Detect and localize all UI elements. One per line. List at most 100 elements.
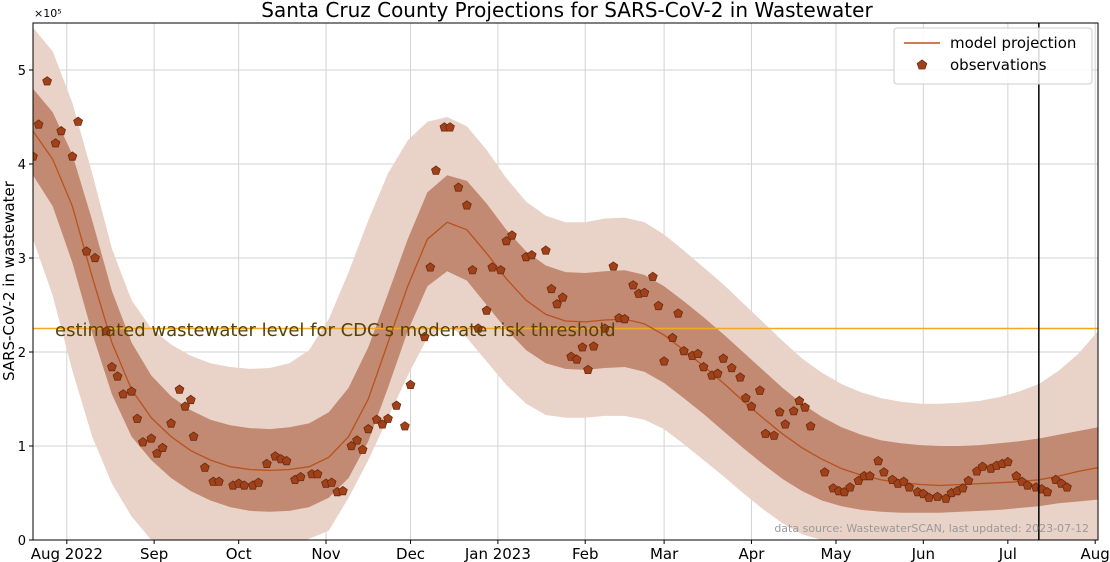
observation-point [740,393,751,403]
observation-point [425,262,436,272]
observation-point [262,458,272,469]
observation-point [667,332,678,343]
observation-point [295,471,306,482]
observation-point [628,280,638,290]
observation-point [405,379,416,390]
observation-point [112,371,123,381]
observation-point [546,283,557,294]
observation-point [253,477,264,487]
x-tick-label: Jun [911,545,935,562]
observation-point [185,394,196,405]
observation-point [126,386,137,396]
observation-point [326,477,337,487]
observation-point [338,486,348,496]
source-note: data source: WastewaterSCAN, last update… [774,522,1089,535]
observation-point [138,437,148,447]
observation-point [453,182,464,192]
observation-point [391,400,402,410]
observation-point [755,385,765,395]
observation-point [67,151,78,161]
x-tick-label: Jan 2023 [464,545,531,562]
observation-point [188,431,199,441]
model-projection-line [33,130,1098,487]
observation-point [800,402,810,412]
legend-label-observations: observations [950,56,1047,74]
observation-point [146,433,157,443]
x-tick-label: Feb [572,545,599,562]
observation-point [693,348,703,359]
x-tick-label: Mar [650,545,679,562]
x-tick-label: Nov [311,545,340,562]
observation-point [819,467,830,477]
observation-point [90,252,100,263]
x-axis-ticks: Aug 2022 Sep Oct Nov Dec Jan 2023 Feb Mar Apr May… [31,540,1110,562]
observation-markers [33,76,1072,503]
observation-point [371,414,382,424]
observation-point [174,384,185,394]
observation-point [42,76,52,86]
observation-point [118,389,128,399]
observation-point [639,287,650,297]
observation-point [81,246,92,256]
observation-point [600,323,610,333]
x-tick-label: Aug 2022 [31,545,103,562]
legend: model projection observations [893,27,1093,85]
observation-point [577,342,588,352]
observation-point [1011,471,1022,481]
observation-point [619,314,630,324]
observation-point [957,483,968,493]
x-tick-label: May [820,545,851,562]
observation-point [352,435,362,445]
observation-point [673,308,684,318]
observation-point [588,341,599,351]
y-axis-label: SARS-CoV-2 in wastewater [0,180,18,381]
observation-point [1022,480,1033,490]
y-tick-label: 1 [18,440,26,455]
y-tick-label: 5 [18,64,26,79]
observation-point [904,482,915,492]
legend-pentagon [916,59,928,70]
observation-point [746,401,757,411]
observation-point [845,482,855,492]
observation-point [132,413,143,423]
y-tick-label: 3 [18,252,26,267]
x-tick-label: Jul [998,545,1017,562]
threshold-label: estimated wastewater level for CDC's mod… [55,320,616,341]
observation-point [794,395,805,406]
observation-point [107,361,117,372]
observation-point [774,407,785,417]
observation-point [932,491,943,501]
observation-point [735,372,746,382]
observation-point [1042,487,1053,497]
observation-point [679,346,689,356]
observation-point [363,424,374,434]
observation-point [977,461,988,471]
x-tick-label: Sep [140,545,168,562]
observation-point [805,421,816,431]
observation-point [383,413,393,423]
observation-point [400,421,410,431]
observation-point [487,262,498,272]
y-tick-label: 2 [18,346,26,361]
observation-point [495,265,506,275]
observation-point [879,467,889,477]
observation-point [924,492,934,502]
observation-point [180,401,190,411]
observation-point [1062,482,1072,492]
chart-title: Santa Cruz County Projections for SARS-C… [261,0,873,22]
x-tick-label: Apr [738,545,765,562]
observation-point [769,430,779,440]
observation-point [419,331,430,342]
observation-point [712,368,723,378]
x-tick-label: Oct [226,545,252,562]
observation-point [526,250,537,260]
observation-point [963,475,974,485]
observation-point [653,300,664,311]
observation-point [864,471,875,481]
observation-point [462,200,472,210]
observation-point [312,469,323,479]
observation-point [281,455,292,466]
legend-marker-swatch [916,59,928,70]
plot-frame [32,22,1099,541]
